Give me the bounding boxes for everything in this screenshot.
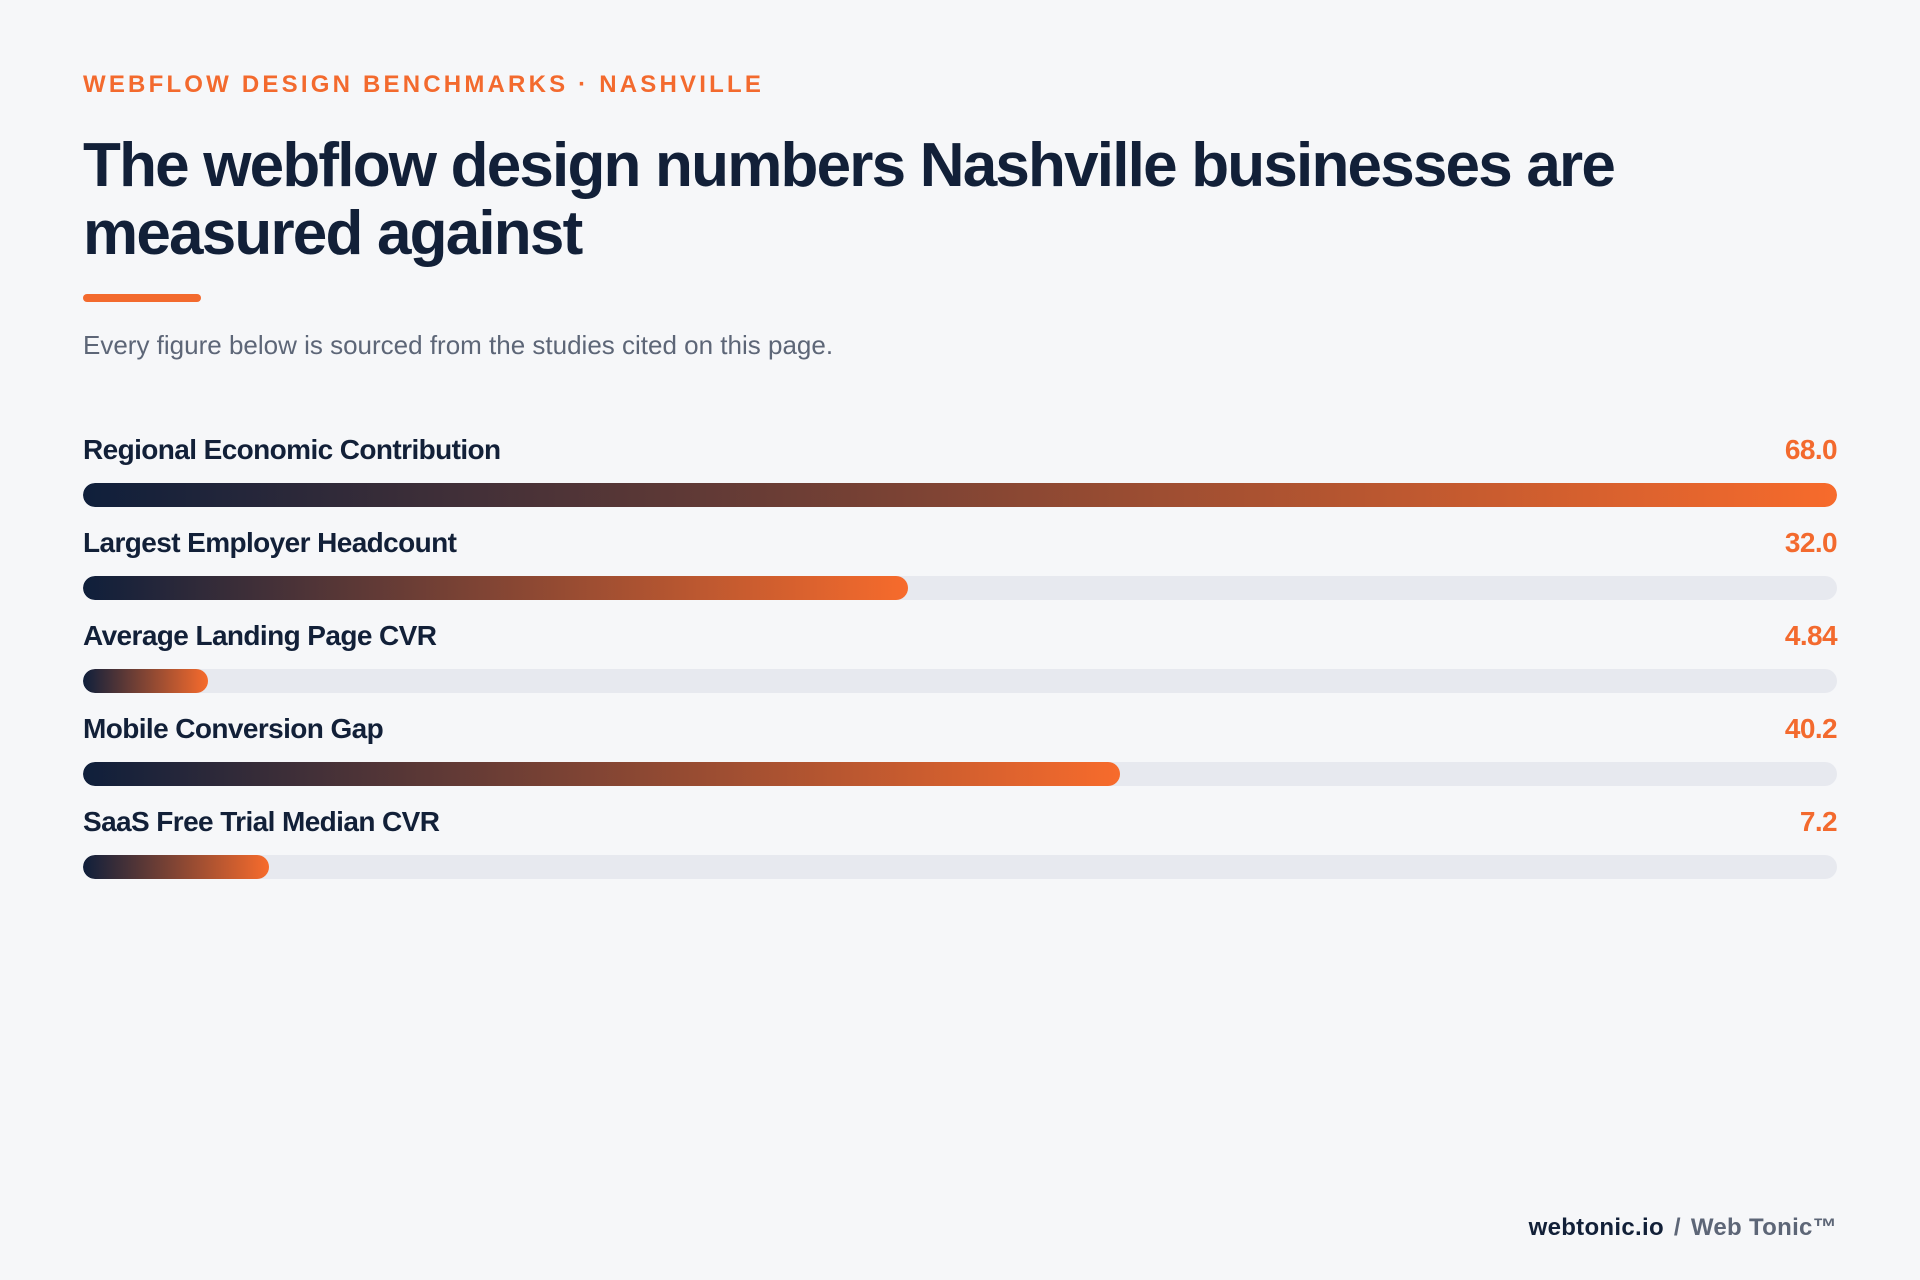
bar-label: Regional Economic Contribution [83,434,501,465]
bar [83,483,1837,507]
bar [83,576,908,600]
bar-value-label: 32.0 [1784,527,1838,558]
bar [83,669,208,693]
footer-separator: / [1673,1214,1681,1241]
eyebrow: WEBFLOW DESIGN BENCHMARKS · NASHVILLE [83,71,765,98]
bar-row: Average Landing Page CVR 4.84 [83,620,1838,713]
bar-label: Average Landing Page CVR [83,620,437,651]
bar-row: Largest Employer Headcount 32.0 [83,527,1838,620]
bar [83,855,269,879]
bar-chart: Regional Economic Contribution 68.0 Larges… [83,434,1838,899]
bar-track [83,762,1837,786]
bar-track [83,483,1837,507]
bar-label: Largest Employer Headcount [83,527,457,558]
bar-label: Mobile Conversion Gap [83,713,384,744]
page-title: The webflow design numbers Nashville bus… [83,131,1616,268]
bar [83,762,1120,786]
accent-rule [83,294,201,302]
header: WEBFLOW DESIGN BENCHMARKS · NASHVILLE Th… [83,72,1837,360]
bar-track [83,669,1837,693]
bar-value-label: 40.2 [1784,713,1838,744]
page-subtitle: Every figure below is sourced from the s… [83,330,834,360]
footer-brand: Web Tonic™ [1690,1214,1837,1241]
bar-row: SaaS Free Trial Median CVR 7.2 [83,806,1838,899]
bar-label: SaaS Free Trial Median CVR [83,806,440,837]
bar-value-label: 4.84 [1784,620,1838,651]
bar-row: Regional Economic Contribution 68.0 [83,434,1838,527]
bar-value-label: 7.2 [1799,806,1838,837]
bar-track [83,855,1837,879]
footer-site: webtonic.io [1528,1214,1664,1241]
footer: webtonic.io / Web Tonic™ [1529,1214,1837,1242]
bar-track [83,576,1837,600]
bar-row: Mobile Conversion Gap 40.2 [83,713,1838,806]
bar-value-label: 68.0 [1784,434,1838,465]
